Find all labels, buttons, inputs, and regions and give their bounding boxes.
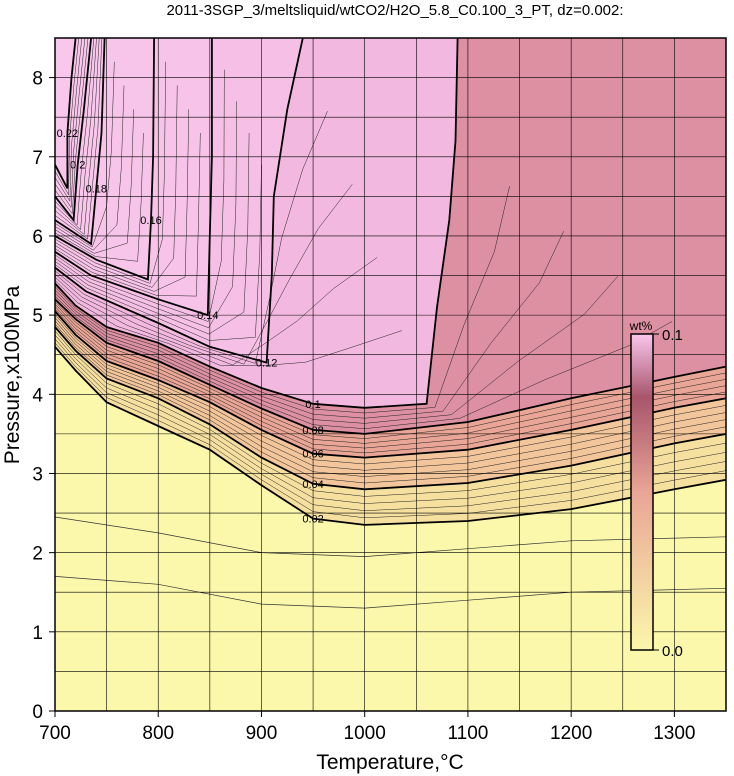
- grid-lines: [55, 38, 726, 711]
- minor-contour-line: [55, 38, 83, 202]
- x-tick-label: 900: [246, 723, 278, 744]
- minor-contour-line: [55, 109, 134, 254]
- minor-contour-line: [55, 186, 510, 414]
- minor-contour-line: [55, 184, 353, 365]
- y-tick-label: 4: [32, 385, 43, 406]
- contour-label: 0.06: [302, 449, 323, 461]
- contour-line: [55, 38, 106, 246]
- contour-line: [55, 38, 304, 364]
- x-axis-ticks: 700 800 900 1000 1100 1200 1300: [39, 711, 696, 744]
- contour-line: [55, 38, 155, 281]
- minor-contour-line: [55, 314, 726, 465]
- minor-contour-line: [55, 132, 144, 262]
- contour-line: [55, 310, 726, 459]
- contour-label: 0.12: [256, 358, 277, 370]
- contour-line: [55, 346, 726, 526]
- contour-label: 0.08: [302, 425, 323, 437]
- contour-line: [55, 298, 726, 435]
- contour-label: 0.18: [86, 183, 107, 195]
- x-tick-label: 700: [39, 723, 71, 744]
- minor-contour-line: [55, 330, 726, 497]
- minor-contour-line: [55, 306, 726, 449]
- minor-contour-line: [55, 280, 402, 367]
- chart-title: 2011-3SGP_3/meltsliquid/wtCO2/H2O_5.8_C0…: [166, 2, 623, 19]
- minor-contour-line: [55, 109, 190, 292]
- colorbar: wt% 0.1 0.0: [629, 319, 683, 660]
- x-tick-label: 800: [142, 723, 174, 744]
- minor-contour-line: [55, 38, 103, 240]
- minor-contour-line: [55, 101, 237, 329]
- y-axis-label: Pressure,x100MPa: [1, 285, 24, 464]
- y-tick-label: 1: [32, 623, 43, 644]
- plot-area: 0.02 0.04 0.06 0.08 0.1 0.12 0.14 0.16 0.180.2 0.…: [55, 38, 726, 711]
- y-tick-label: 5: [32, 306, 43, 327]
- minor-contour-line: [55, 295, 673, 429]
- minor-contour-line: [55, 69, 225, 322]
- x-tick-label: 1300: [653, 723, 695, 744]
- x-tick-label: 1000: [344, 723, 386, 744]
- colorbar-unit: wt%: [629, 319, 653, 333]
- minor-contour-line: [55, 111, 328, 364]
- minor-contour-line: [55, 85, 178, 288]
- minor-contour-line: [55, 85, 125, 251]
- y-tick-label: 2: [32, 544, 43, 565]
- contour-line: [55, 326, 726, 491]
- y-tick-label: 7: [32, 148, 43, 169]
- contour-label: 0.16: [140, 215, 161, 227]
- colorbar-gradient: [630, 333, 654, 651]
- minor-contour-line: [55, 320, 726, 477]
- contour-line: [55, 38, 92, 223]
- contour-label: 0.22: [57, 128, 78, 140]
- contour-label: 0.02: [302, 514, 323, 526]
- minor-contour-line: [55, 301, 726, 439]
- y-tick-label: 6: [32, 227, 43, 248]
- x-tick-label: 1100: [447, 723, 488, 744]
- minor-contour-line: [55, 342, 726, 519]
- contour-line: [55, 38, 213, 317]
- minor-contour-line: [55, 323, 726, 484]
- fill-band: [55, 38, 76, 189]
- colorbar-min-label: 0.0: [662, 643, 683, 660]
- x-axis-label: Temperature,°C: [316, 751, 463, 774]
- colorbar-max-label: 0.1: [662, 327, 683, 344]
- plot-frame: [54, 37, 727, 712]
- y-axis-ticks: 0 1 2 3 4 5 6 7 8: [32, 69, 55, 723]
- minor-contour-line: [55, 231, 564, 419]
- contour-label: 0.1: [305, 399, 320, 411]
- contour-line: [55, 38, 77, 189]
- minor-contour-line: [55, 257, 378, 366]
- minor-contour-line: [55, 38, 86, 209]
- minor-contour-line: [55, 276, 618, 424]
- minor-contour-line: [55, 132, 201, 297]
- minor-contour-line: [55, 38, 97, 231]
- contour-label: 0.2: [70, 160, 85, 172]
- minor-contour-line: [55, 132, 250, 335]
- minor-contour-line: [55, 303, 726, 444]
- minor-contour-line: [55, 164, 262, 341]
- contour-label: 0.14: [197, 310, 218, 322]
- minor-contour-line: [55, 38, 89, 215]
- minor-contour-line: [55, 338, 726, 511]
- minor-contour-line: [55, 38, 95, 226]
- contour-line: [55, 38, 459, 409]
- x-tick-label: 1200: [550, 723, 592, 744]
- y-tick-label: 0: [32, 702, 43, 723]
- y-tick-label: 8: [32, 69, 43, 90]
- minor-contour-line: [55, 61, 166, 284]
- minor-contour-line: [55, 317, 726, 471]
- minor-contour-line: [55, 38, 79, 196]
- contour-lines: 0.02 0.04 0.06 0.08 0.1 0.12 0.14 0.16 0.180.2 0.…: [55, 38, 726, 526]
- minor-contour-line: [55, 308, 726, 454]
- minor-contour-line: [55, 38, 100, 235]
- y-tick-label: 3: [32, 464, 43, 485]
- minor-contour-line: [55, 334, 726, 504]
- contour-label: 0.04: [302, 479, 323, 491]
